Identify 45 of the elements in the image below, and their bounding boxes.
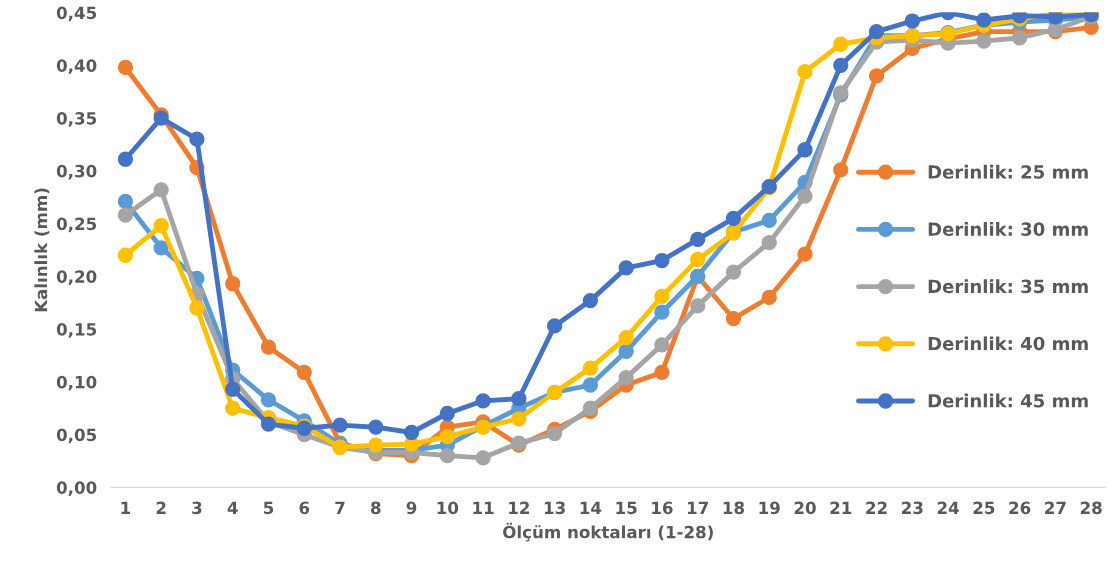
x-tick-label: 28 [1080, 501, 1102, 515]
x-tick-label: 15 [616, 501, 637, 515]
x-tick-label: 10 [437, 501, 459, 515]
x-tick-label: 1 [121, 501, 131, 514]
legend-label: Derinlik: 30 mm [928, 222, 1088, 236]
x-tick-label: 25 [973, 501, 995, 515]
x-tick-label: 13 [544, 501, 565, 515]
y-tick-label: 0,00 [56, 481, 97, 497]
x-tick-label: 14 [580, 501, 602, 514]
x-tick-label: 6 [299, 501, 310, 515]
y-tick-label: 0,20 [56, 270, 97, 286]
legend-label: Derinlik: 35 mm [928, 279, 1088, 294]
x-tick-label: 11 [473, 501, 494, 514]
x-tick-label: 2 [156, 501, 166, 514]
legend-label: Derinlik: 45 mm [928, 393, 1088, 408]
x-tick-label: 18 [723, 501, 745, 515]
x-tick-label: 5 [263, 501, 274, 515]
x-tick-label: 27 [1045, 501, 1066, 514]
x-tick-label: 26 [1009, 501, 1031, 515]
y-tick-label: 0,40 [56, 59, 97, 75]
x-tick-label: 19 [759, 501, 780, 515]
x-tick-label: 7 [335, 501, 345, 514]
x-tick-label: 9 [406, 501, 417, 515]
x-axis-title: Ölçüm noktaları (1-28) [503, 522, 713, 542]
y-axis-title: Kalınlık (mm) [34, 188, 50, 312]
legend-label: Derinlik: 25 mm [928, 164, 1088, 179]
y-tick-label: 0,05 [56, 428, 97, 444]
legend-label: Derinlik: 40 mm [928, 336, 1088, 351]
x-tick-label: 4 [227, 501, 238, 514]
y-tick-label: 0,45 [56, 6, 97, 22]
x-tick-label: 24 [937, 501, 959, 514]
x-tick-label: 16 [652, 501, 673, 515]
y-tick-label: 0,15 [56, 323, 97, 338]
x-tick-label: 3 [192, 501, 202, 515]
x-tick-label: 23 [902, 501, 923, 515]
x-tick-label: 17 [687, 501, 708, 514]
y-tick-label: 0,35 [56, 112, 97, 127]
x-tick-label: 22 [866, 501, 887, 514]
x-tick-label: 20 [794, 501, 816, 515]
y-tick-label: 0,10 [56, 375, 97, 391]
x-tick-label: 8 [371, 501, 381, 515]
y-tick-label: 0,25 [56, 217, 97, 233]
x-tick-label: 12 [509, 501, 529, 514]
x-tick-label: 21 [830, 501, 852, 514]
y-tick-label: 0,30 [56, 164, 97, 180]
